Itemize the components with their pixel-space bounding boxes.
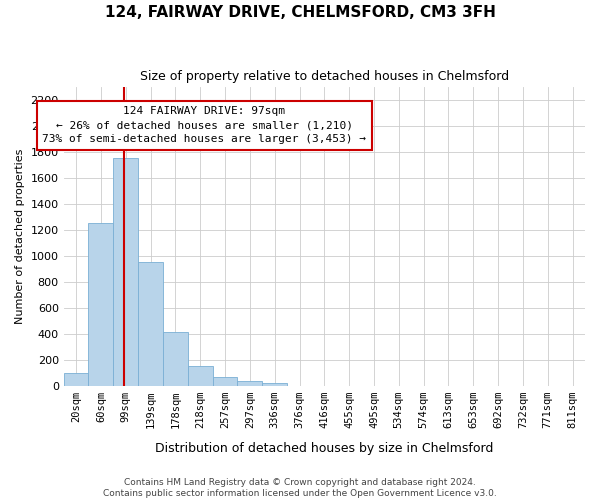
Text: 124 FAIRWAY DRIVE: 97sqm
← 26% of detached houses are smaller (1,210)
73% of sem: 124 FAIRWAY DRIVE: 97sqm ← 26% of detach… [43,106,367,144]
Title: Size of property relative to detached houses in Chelmsford: Size of property relative to detached ho… [140,70,509,83]
Bar [138,262,163,386]
Bar [212,378,238,386]
Bar [113,158,138,386]
Bar [238,381,262,386]
X-axis label: Distribution of detached houses by size in Chelmsford: Distribution of detached houses by size … [155,442,494,455]
Bar [188,366,212,386]
Text: 124, FAIRWAY DRIVE, CHELMSFORD, CM3 3FH: 124, FAIRWAY DRIVE, CHELMSFORD, CM3 3FH [104,5,496,20]
Bar [88,224,113,386]
Bar [163,332,188,386]
Y-axis label: Number of detached properties: Number of detached properties [15,148,25,324]
Text: Contains HM Land Registry data © Crown copyright and database right 2024.
Contai: Contains HM Land Registry data © Crown c… [103,478,497,498]
Bar [64,373,88,386]
Bar [262,383,287,386]
